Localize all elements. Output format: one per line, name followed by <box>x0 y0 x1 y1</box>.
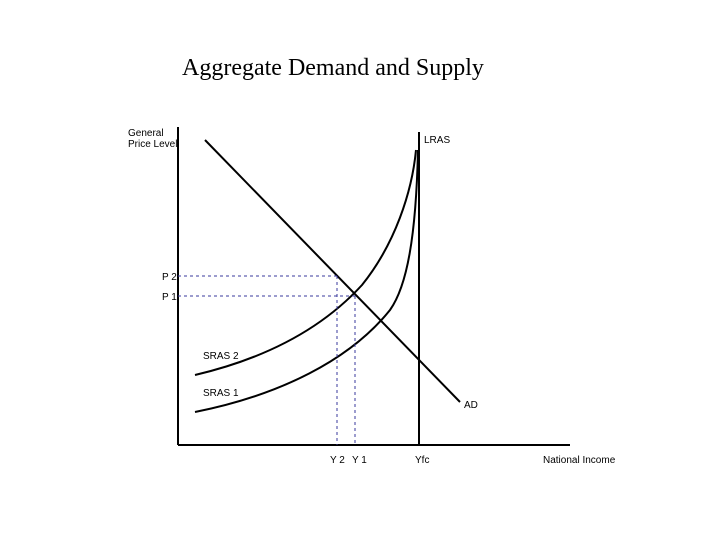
label-xlabel: National Income <box>543 455 615 466</box>
label-sras2: SRAS 2 <box>203 351 239 362</box>
label-y1: Y 1 <box>352 455 367 466</box>
label-ylabel: General Price Level <box>128 128 177 150</box>
label-y2: Y 2 <box>330 455 345 466</box>
label-sras1: SRAS 1 <box>203 388 239 399</box>
label-yfc: Yfc <box>415 455 429 466</box>
label-lras: LRAS <box>424 135 450 146</box>
label-p2: P 2 <box>162 272 177 283</box>
label-p1: P 1 <box>162 292 177 303</box>
label-ad: AD <box>464 400 478 411</box>
